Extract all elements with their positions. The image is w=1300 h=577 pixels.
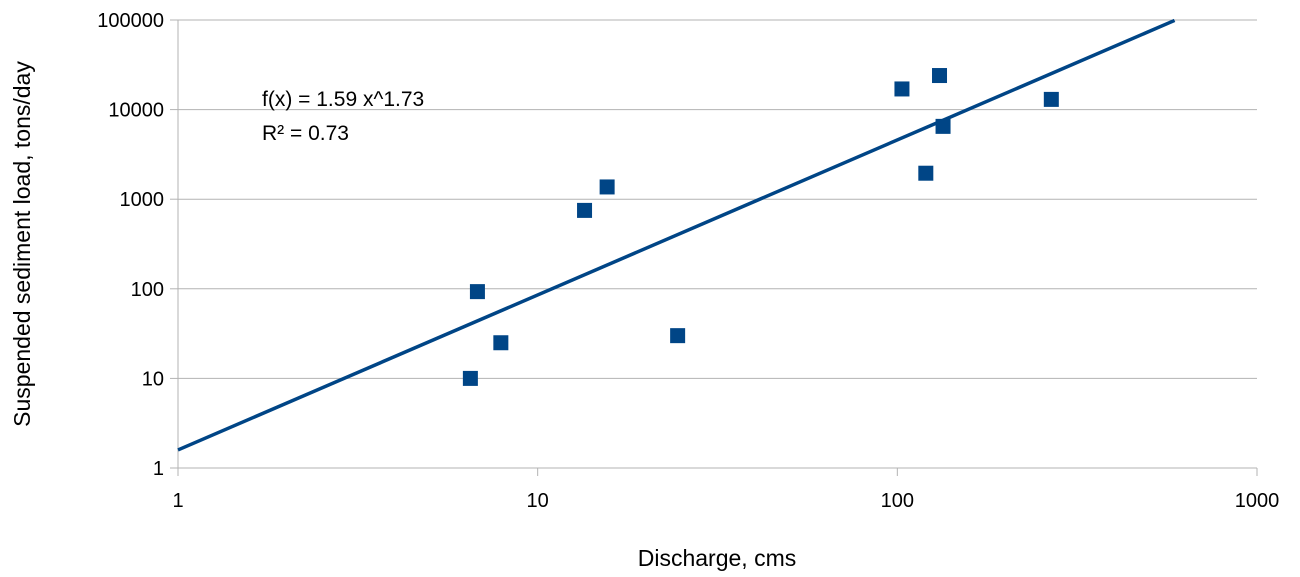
x-tick-label-0: 1 bbox=[172, 490, 183, 512]
data-point-3 bbox=[577, 202, 593, 218]
data-point-6 bbox=[894, 81, 910, 97]
trendline-equation: f(x) = 1.59 x^1.73 bbox=[262, 88, 424, 111]
data-point-8 bbox=[932, 68, 948, 84]
data-point-1 bbox=[469, 284, 485, 300]
data-point-4 bbox=[599, 179, 615, 195]
y-tick-label-0: 1 bbox=[153, 458, 164, 480]
trendline-r2: R² = 0.73 bbox=[262, 122, 349, 145]
y-tick-label-5: 100000 bbox=[97, 10, 164, 32]
x-axis-title: Discharge, cms bbox=[638, 545, 796, 571]
axes bbox=[170, 19, 1258, 476]
tick-labels: 1 10 100 1000 1 10 100 1000 10000 100000 bbox=[97, 10, 1279, 512]
data-point-2 bbox=[493, 335, 509, 351]
y-tick-label-2: 100 bbox=[131, 279, 164, 301]
data-point-9 bbox=[935, 118, 951, 134]
y-axis-title: Suspended sediment load, tons/day bbox=[9, 61, 35, 427]
data-point-10 bbox=[1043, 91, 1059, 107]
x-tick-label-2: 100 bbox=[881, 490, 914, 512]
y-tick-label-3: 1000 bbox=[120, 189, 165, 211]
data-point-5 bbox=[670, 328, 686, 344]
x-tick-label-3: 1000 bbox=[1235, 490, 1280, 512]
x-tick-label-1: 10 bbox=[527, 490, 549, 512]
data-point-7 bbox=[918, 165, 934, 181]
y-tick-label-1: 10 bbox=[142, 368, 164, 390]
trendline-layer bbox=[177, 18, 1176, 452]
data-points bbox=[462, 68, 1059, 386]
trendline bbox=[177, 18, 1176, 452]
data-point-0 bbox=[462, 370, 478, 386]
y-tick-label-4: 10000 bbox=[108, 100, 164, 122]
